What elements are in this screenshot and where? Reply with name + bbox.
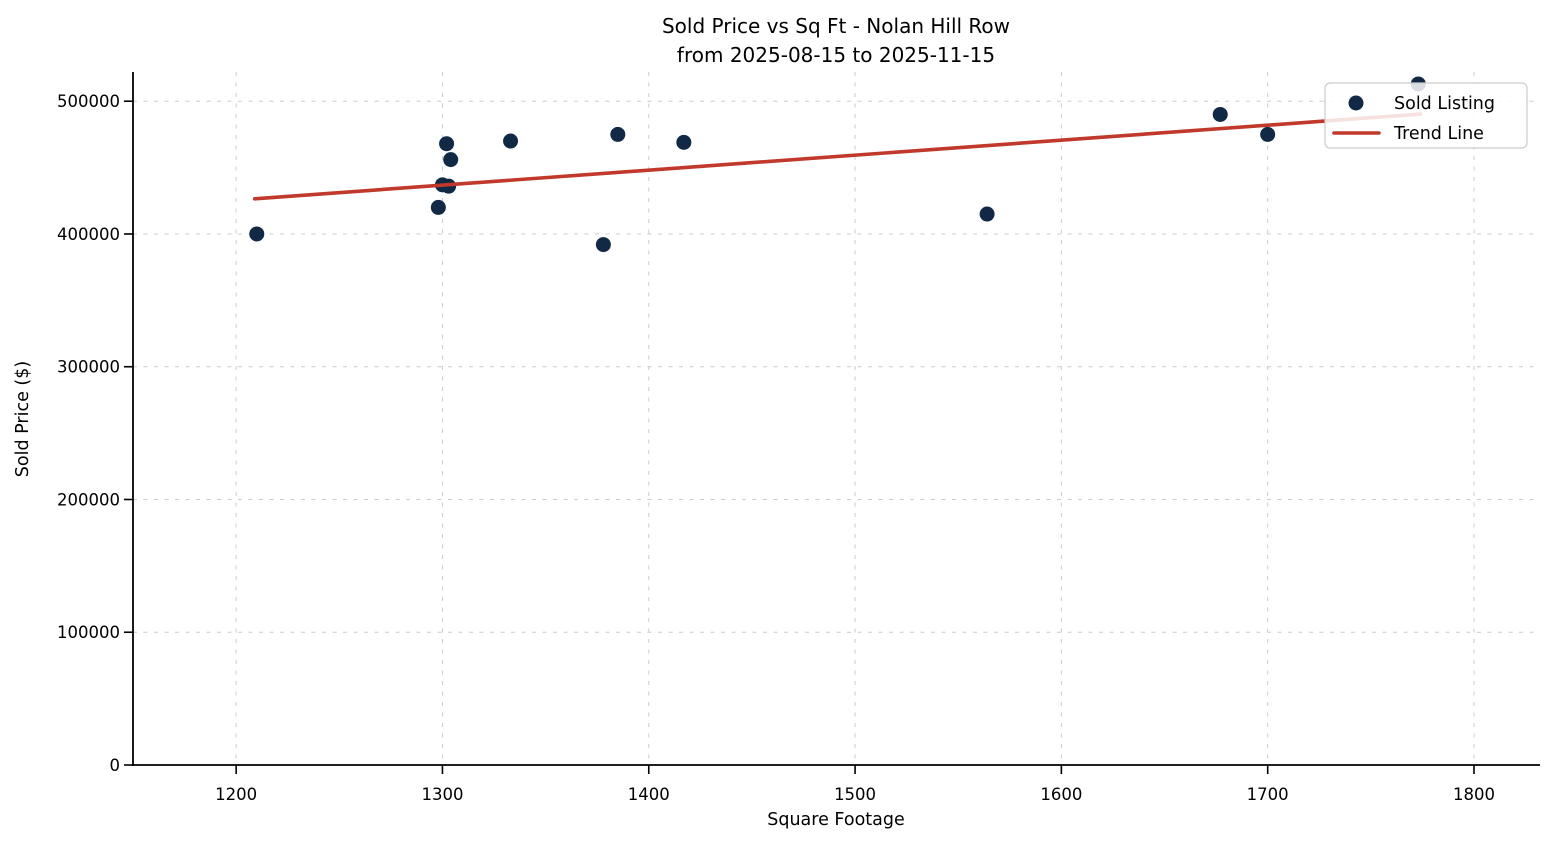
grid-layer xyxy=(133,72,1540,766)
x-tick-label: 1200 xyxy=(215,785,257,804)
scatter-point xyxy=(595,237,611,253)
scatter-point xyxy=(439,136,455,152)
y-tick-label: 200000 xyxy=(57,490,120,509)
x-tick-label: 1600 xyxy=(1040,785,1082,804)
y-tick-label: 300000 xyxy=(57,358,120,377)
scatter-point xyxy=(979,206,995,222)
scatter-point xyxy=(1212,106,1228,122)
legend: Sold Listing Trend Line xyxy=(1324,82,1528,149)
series-layer xyxy=(249,76,1426,253)
x-tick-label: 1700 xyxy=(1247,785,1289,804)
scatter-point xyxy=(430,199,446,215)
y-tick-label: 0 xyxy=(110,756,121,775)
y-tick-label: 100000 xyxy=(57,623,120,642)
scatter-point xyxy=(503,133,519,149)
trend-line xyxy=(252,112,1423,201)
x-tick-label: 1800 xyxy=(1453,785,1495,804)
axes-layer: 1200 1300 1400 1500 1600 1700 1800 0 100000 20000… xyxy=(57,92,1495,804)
chart-title-line1: Sold Price vs Sq Ft - Nolan Hill Row xyxy=(662,14,1010,38)
legend-label-sold-listing: Sold Listing xyxy=(1394,94,1495,114)
scatter-point xyxy=(1260,126,1276,142)
legend-dot-marker xyxy=(1348,95,1364,111)
x-tick-label: 1500 xyxy=(834,785,876,804)
scatter-point xyxy=(443,152,459,168)
x-tick-label: 1300 xyxy=(421,785,463,804)
y-tick-label: 500000 xyxy=(57,92,120,111)
legend-label-trend-line: Trend Line xyxy=(1393,124,1484,144)
scatter-point xyxy=(676,134,692,150)
scatter-point xyxy=(249,226,265,242)
x-axis-label: Square Footage xyxy=(767,810,905,830)
x-tick-label: 1400 xyxy=(628,785,670,804)
y-tick-label: 400000 xyxy=(57,225,120,244)
y-axis-label: Sold Price ($) xyxy=(13,361,33,477)
scatter-point xyxy=(610,126,626,142)
chart-title-line2: from 2025-08-15 to 2025-11-15 xyxy=(677,43,995,67)
